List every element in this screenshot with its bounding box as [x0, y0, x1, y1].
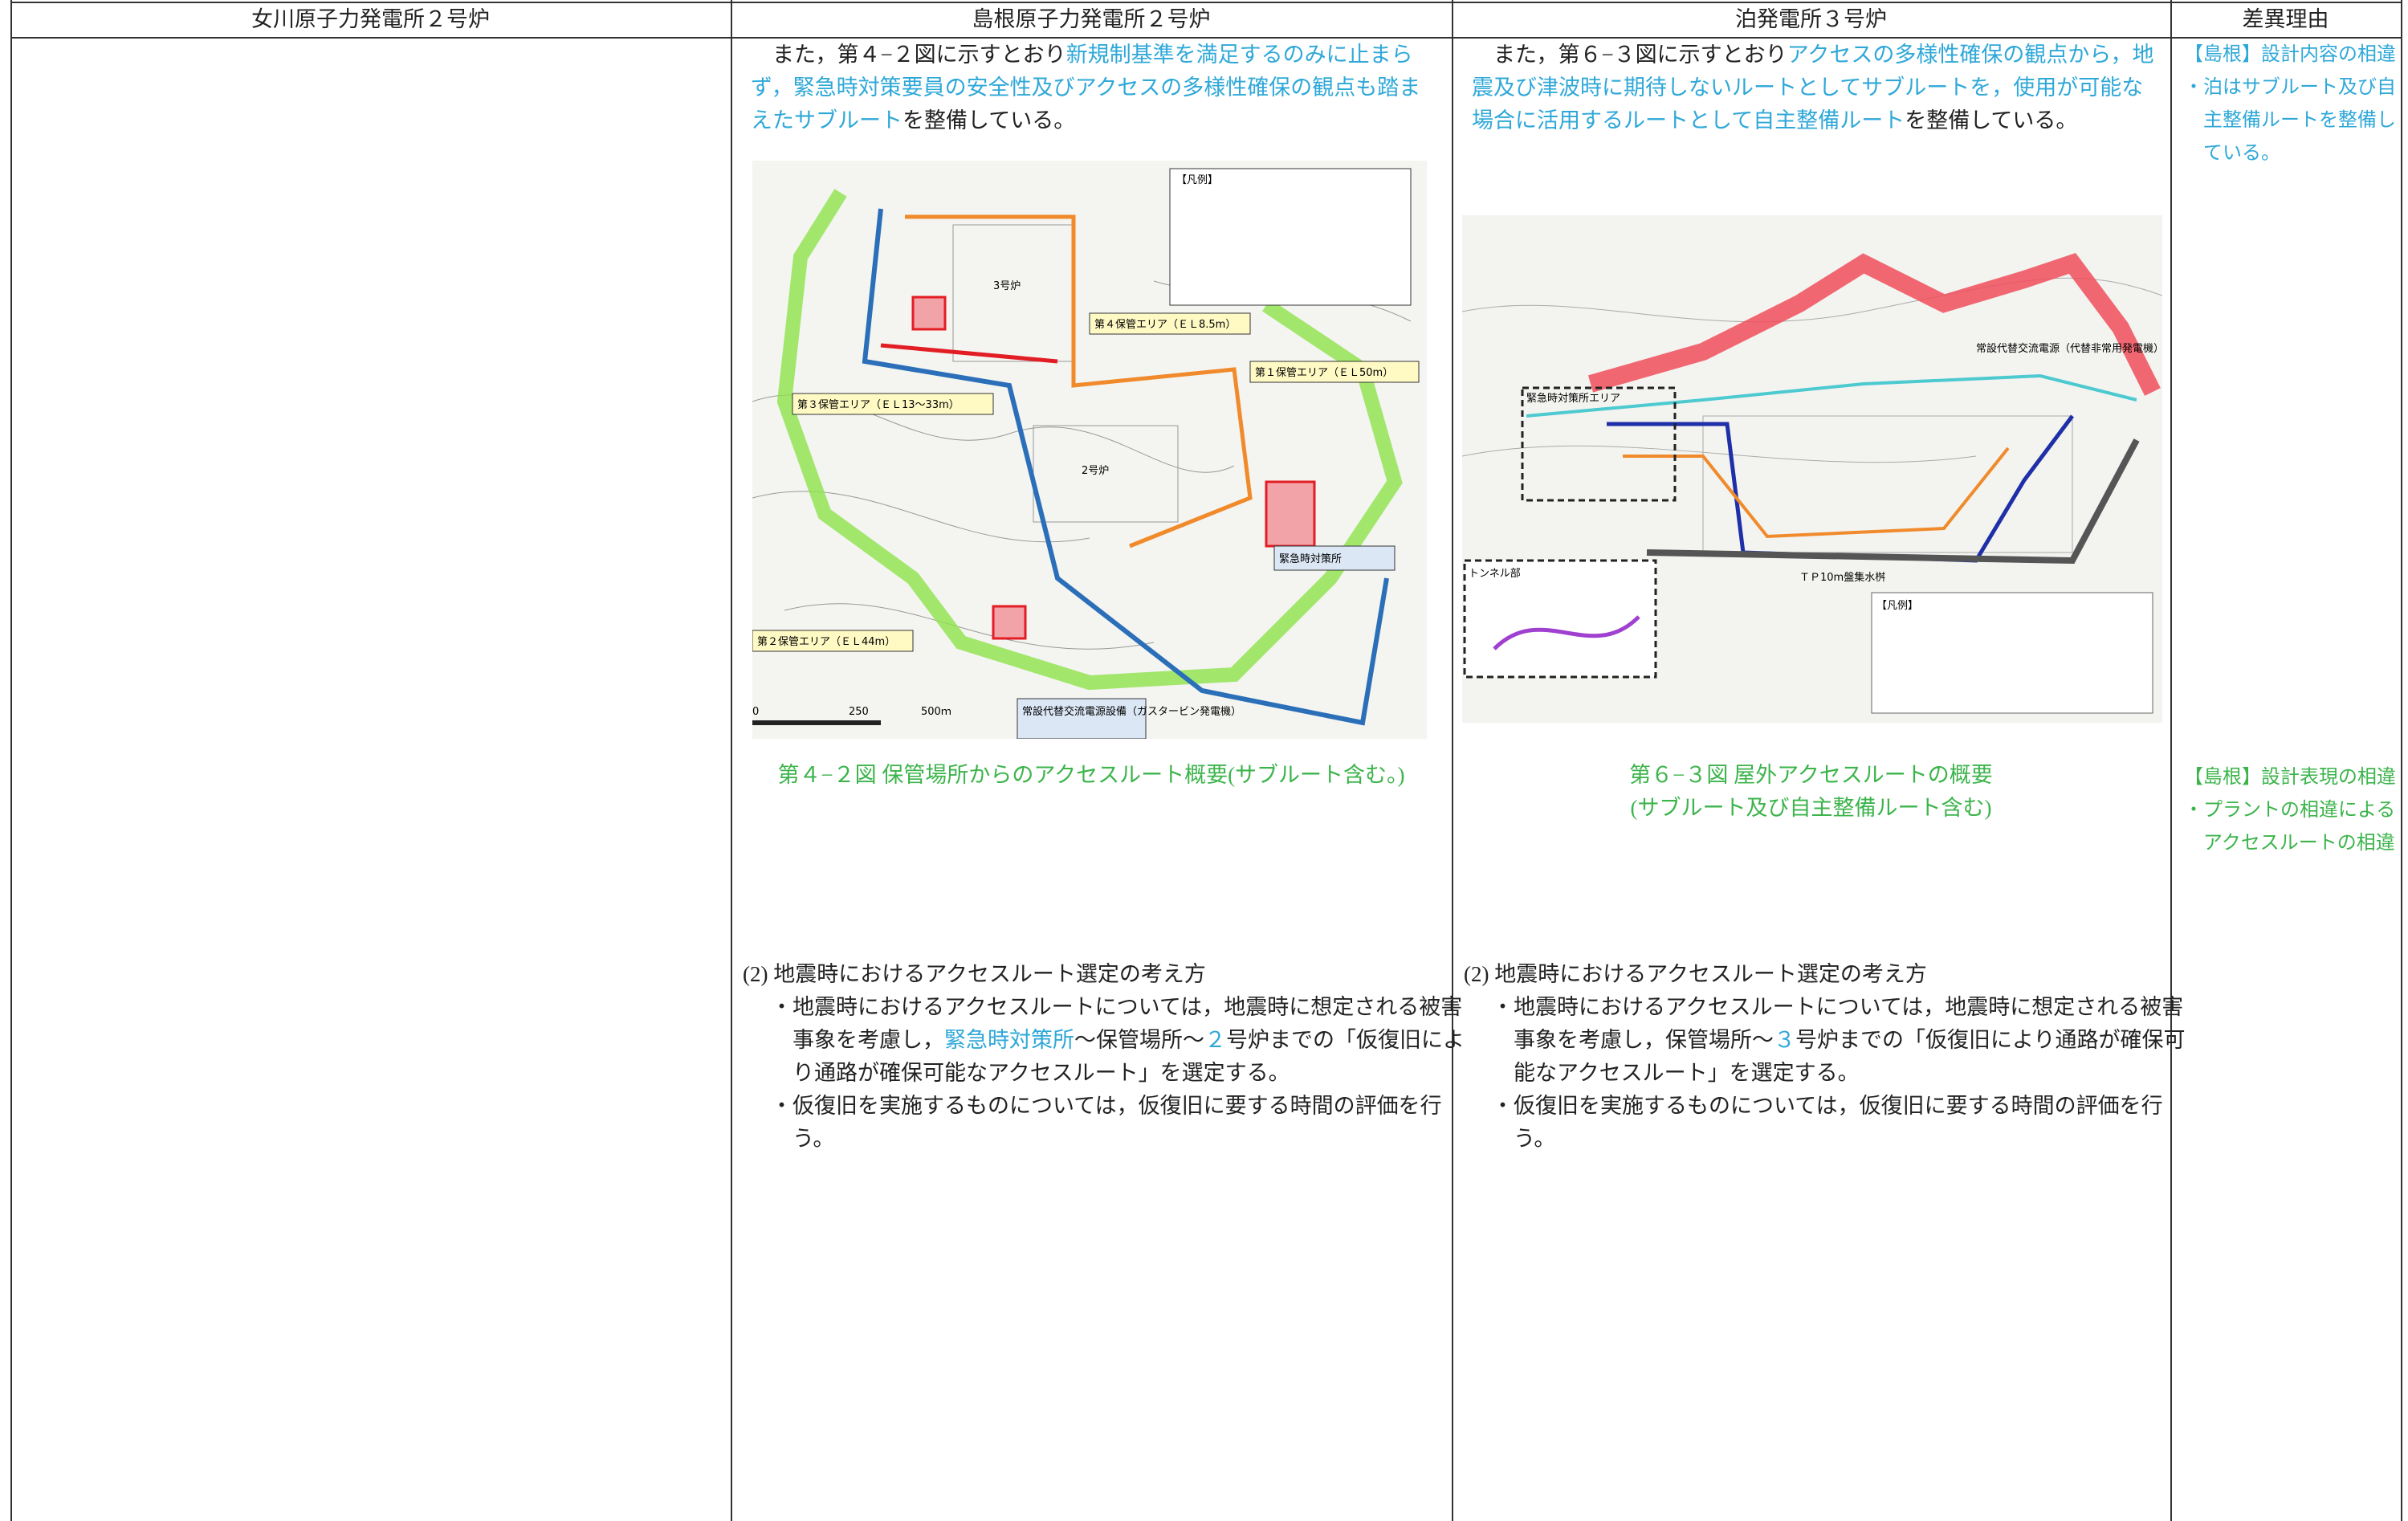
text-run: また，第６−３図に示すとおり — [1493, 43, 1787, 67]
column-header: 島根原子力発電所２号炉 — [972, 7, 1211, 31]
text-run: また，第４−２図に示すとおり — [772, 43, 1066, 67]
bullet: ・地震時におけるアクセスルートについては，地震時に想定される被害事象を考慮し，保… — [1492, 991, 2188, 1090]
map-label: 0 — [752, 706, 759, 718]
bullet: ・仮復旧を実施するものについては，仮復旧に要する時間の評価を行う。 — [1492, 1090, 2188, 1156]
table-border — [2170, 0, 2172, 1521]
text-run: ３ — [1774, 1028, 1795, 1052]
map-label: 【凡例】 — [1176, 174, 1218, 186]
figure-caption: 第６−３図 屋外アクセスルートの概要 — [1629, 763, 1993, 787]
text-run: を整備している。 — [1905, 108, 2078, 133]
text-run: アクセスの多様性確保の観点から，地震及び津波時に期待しないルートとしてサブルート… — [1472, 43, 2154, 133]
map-label: 500ｍ — [921, 706, 951, 718]
column-header: 泊発電所３号炉 — [1735, 7, 1887, 31]
bullet: ・地震時におけるアクセスルートについては，地震時に想定される被害事象を考慮し，緊… — [771, 991, 1467, 1090]
reason-title: 【島根】設計内容の相違 — [2184, 44, 2396, 65]
column-header: 女川原子力発電所２号炉 — [251, 7, 490, 31]
map-label: 常設代替交流電源設備（ガスタービン発電機） — [1022, 705, 1241, 718]
intro-paragraph: また，第４−２図に示すとおり新規制基準を満足するのみに止まらず，緊急時対策要員の… — [751, 39, 1441, 137]
text-run: ・地震時におけるアクセスルートについては，地震時に想定される被害事象を考慮し，保… — [1492, 995, 2184, 1052]
reason-body: ・プラントの相違によるアクセスルートの相違 — [2184, 800, 2396, 854]
map-label: ＴＰ10m盤集水桝 — [1799, 571, 1885, 584]
table-border — [10, 37, 2401, 39]
text-run: ・仮復旧を実施するものについては，仮復旧に要する時間の評価を行う。 — [1492, 1094, 2163, 1151]
map-label: 2号炉 — [1082, 465, 1109, 477]
text-run: 号炉までの「仮復旧により通路が確保可能なアクセスルート」を選定する。 — [792, 1028, 1465, 1085]
site-map: 【凡例】 3号炉 2号炉 第４保管エリア（ＥＬ8.5m） 第１保管エリア（ＥＬ50m） 第… — [752, 161, 1427, 739]
figure-caption: 第４−２図 保管場所からのアクセスルート概要(サブルート含む。) — [777, 763, 1405, 787]
section-heading: (2) 地震時におけるアクセスルート選定の考え方 — [1464, 962, 1927, 986]
text-run: 緊急時対策所 — [944, 1028, 1074, 1052]
bullet: ・仮復旧を実施するものについては，仮復旧に要する時間の評価を行う。 — [771, 1090, 1467, 1156]
table-border — [731, 0, 732, 1521]
table-border — [2401, 0, 2402, 1521]
map-label: 第２保管エリア（ＥＬ44m） — [757, 636, 895, 648]
section-heading: (2) 地震時におけるアクセスルート選定の考え方 — [743, 962, 1206, 986]
reason-body: ・泊はサブルート及び自主整備ルートを整備している。 — [2184, 77, 2396, 164]
figure-caption: (サブルート及び自主整備ルート含む) — [1630, 796, 1992, 820]
map-label: 第１保管エリア（ＥＬ50m） — [1255, 367, 1393, 379]
map-label: 第４保管エリア（ＥＬ8.5m） — [1094, 319, 1236, 331]
text-run: を整備している。 — [902, 108, 1076, 133]
map-label: トンネル部 — [1469, 568, 1521, 580]
table-border — [10, 0, 12, 1521]
table-border — [1452, 0, 1453, 1521]
map-label: 常設代替交流電源（代替非常用発電機） — [1976, 342, 2162, 355]
reason: 【島根】設計内容の相違・泊はサブルート及び自主整備ルートを整備している。 — [2184, 39, 2397, 170]
map-label: 250 — [849, 706, 869, 718]
intro-paragraph: また，第６−３図に示すとおりアクセスの多様性確保の観点から，地震及び津波時に期待… — [1472, 39, 2162, 137]
text-run: 新規制基準を満足するのみに止まらず，緊急時対策要員の安全性及びアクセスの多様性確… — [751, 43, 1421, 133]
map-label: 【凡例】 — [1876, 600, 1918, 612]
reason: 【島根】設計表現の相違・プラントの相違によるアクセスルートの相違 — [2184, 761, 2397, 860]
text-run: ２ — [1204, 1028, 1226, 1052]
map-label: 緊急時対策所エリア — [1526, 392, 1620, 405]
column-header: 差異理由 — [2242, 7, 2329, 31]
map-label: 第３保管エリア（ＥＬ13〜33m） — [797, 399, 960, 411]
text-run: ・地震時におけるアクセスルートについては，地震時に想定される被害事象を考慮し， — [771, 995, 1463, 1052]
reason-title: 【島根】設計表現の相違 — [2184, 767, 2396, 788]
table-border — [10, 2, 2401, 3]
text-run: 〜保管場所〜 — [1074, 1028, 1204, 1052]
text-run: 号炉までの「仮復旧により通路が確保可能なアクセスルート」を選定する。 — [1514, 1028, 2186, 1085]
text-run: ・仮復旧を実施するものについては，仮復旧に要する時間の評価を行う。 — [771, 1094, 1442, 1151]
map-label: 3号炉 — [993, 280, 1021, 292]
map-label: 緊急時対策所 — [1279, 553, 1342, 565]
